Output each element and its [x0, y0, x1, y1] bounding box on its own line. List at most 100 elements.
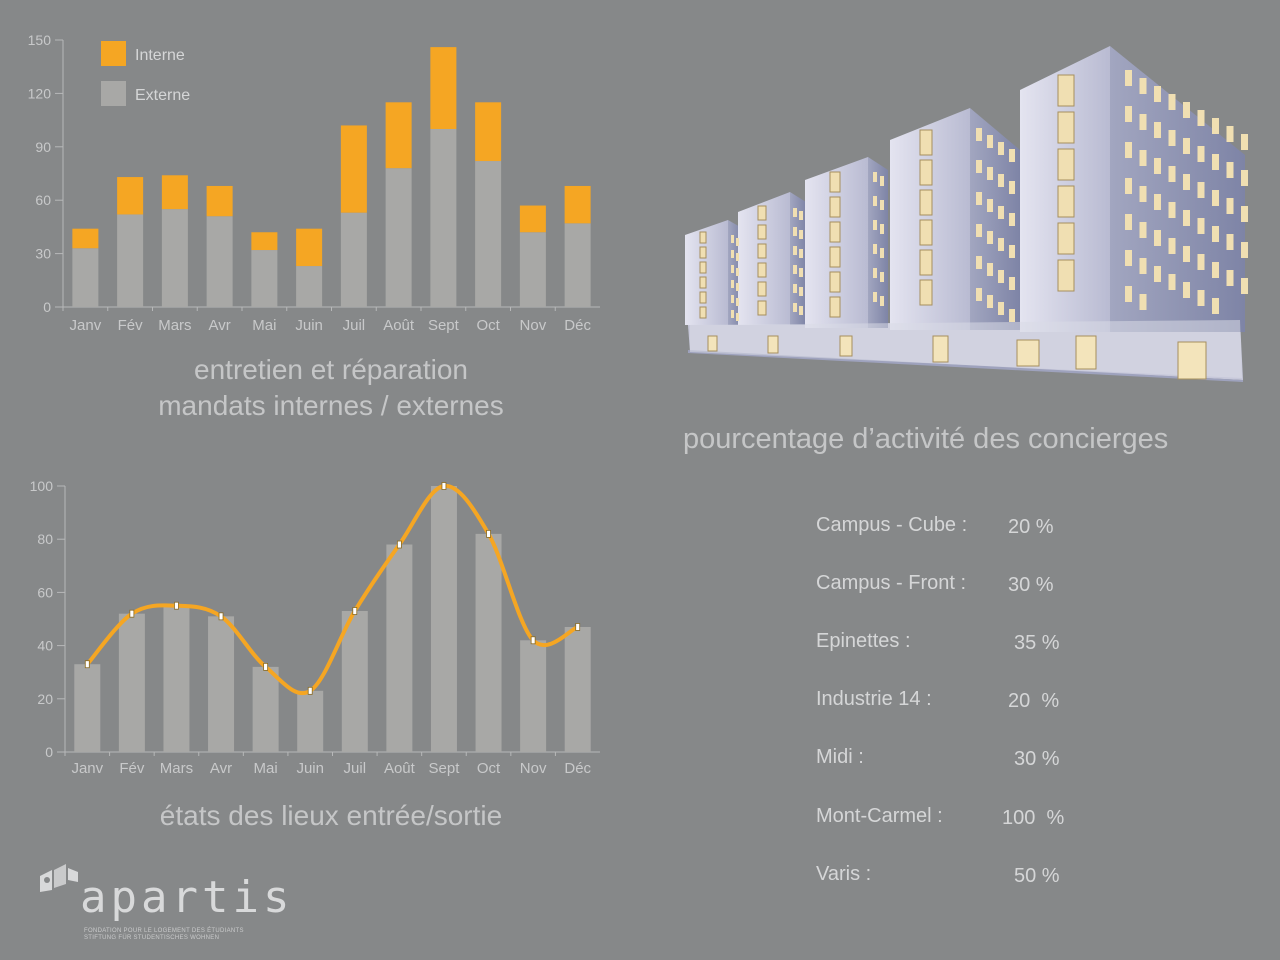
- concierge-value: 35 %: [1014, 632, 1060, 654]
- concierge-label: Midi :: [816, 746, 864, 768]
- y-tick-label: 120: [28, 85, 52, 101]
- chart1-title: entretien et réparation mandats internes…: [60, 352, 602, 424]
- y-tick-label: 60: [35, 192, 51, 208]
- bar-externe: [206, 216, 233, 307]
- y-tick-label: 30: [35, 246, 51, 262]
- x-tick-label: Sept: [429, 760, 461, 777]
- concierge-value: 50 %: [1014, 865, 1060, 887]
- legend-label-interne: Interne: [135, 47, 185, 64]
- logo-wordmark: apartis: [80, 872, 294, 923]
- concierge-label: Industrie 14 :: [816, 688, 932, 710]
- x-tick-label: Avr: [209, 317, 231, 334]
- bar-externe: [475, 161, 502, 307]
- bar-externe: [519, 232, 546, 307]
- bar-interne: [475, 102, 502, 162]
- x-tick-label: Juil: [344, 760, 367, 777]
- logo-mark-icon: [40, 864, 78, 892]
- y-tick-label: 40: [37, 638, 53, 654]
- bar-interne: [161, 175, 188, 210]
- chart1-legend: Interne Externe: [101, 41, 190, 106]
- y-tick-label: 0: [45, 744, 53, 760]
- bar-externe: [161, 209, 188, 307]
- bar-interne: [251, 232, 278, 251]
- logo-tagline: FONDATION POUR LE LOGEMENT DES ÉTUDIANTS…: [84, 928, 244, 942]
- bar: [74, 664, 101, 752]
- x-tick-label: Fév: [118, 317, 144, 334]
- bar-interne: [206, 185, 233, 217]
- series-line: [85, 483, 579, 695]
- bar-interne: [296, 228, 323, 267]
- x-tick-label: Oct: [477, 760, 501, 777]
- x-tick-label: Août: [383, 317, 415, 334]
- bar-interne: [564, 185, 591, 224]
- y-tick-label: 20: [37, 691, 53, 707]
- line-point: [129, 609, 135, 618]
- x-tick-label: Janv: [71, 760, 103, 777]
- y-tick-label: 100: [30, 478, 54, 494]
- bar: [341, 611, 368, 752]
- line-point: [486, 529, 491, 538]
- bar-externe: [72, 248, 99, 307]
- x-tick-label: Mai: [252, 317, 276, 334]
- x-tick-label: Déc: [564, 760, 591, 777]
- line-point: [441, 482, 447, 490]
- bar: [564, 626, 591, 752]
- bar-interne: [430, 47, 457, 130]
- x-tick-label: Sept: [428, 317, 460, 334]
- bar: [163, 605, 190, 752]
- concierge-value: 30 %: [1014, 748, 1060, 770]
- concierge-label: Mont-Carmel :: [816, 805, 943, 827]
- x-tick-label: Nov: [520, 760, 547, 777]
- bar-externe: [251, 250, 278, 307]
- bar-externe: [296, 266, 323, 307]
- bar: [475, 533, 502, 752]
- bar: [386, 544, 413, 752]
- x-tick-label: Oct: [476, 317, 500, 334]
- building-illustration: [685, 46, 1248, 382]
- legend-label-externe: Externe: [135, 87, 190, 104]
- line-point: [530, 636, 536, 645]
- line-point: [218, 612, 224, 621]
- x-tick-label: Juin: [295, 317, 323, 334]
- logo-tagline-de: STIFTUNG FÜR STUDENTISCHES WOHNEN: [84, 935, 220, 941]
- concierge-label: Campus - Cube :: [816, 514, 968, 536]
- y-tick-label: 80: [37, 531, 53, 547]
- concierge-label: Varis :: [816, 863, 872, 885]
- x-tick-label: Mai: [254, 760, 278, 777]
- line-point: [174, 601, 179, 610]
- y-tick-label: 90: [35, 139, 51, 155]
- bar-externe: [564, 223, 591, 307]
- bar-interne: [385, 102, 412, 169]
- concierge-value: 30 %: [1008, 574, 1054, 596]
- stacked-bar-chart: 0 30 60 90 120 150 Janv Fév Mars Avr Mai Juin Juil Ao…: [28, 32, 600, 334]
- concierge-value: 100 %: [1002, 807, 1065, 829]
- chart1-title-line1: entretien et réparation: [194, 354, 468, 385]
- bar: [252, 666, 279, 752]
- bar-line-chart: 0 20 40 60 80 100 Janv Fév Mars Avr Mai Juin Juil Aoû…: [30, 478, 600, 777]
- x-tick-label: Fév: [119, 760, 145, 777]
- concierges-title: pourcentage d’activité des concierges: [683, 423, 1169, 455]
- concierge-label: Campus - Front :: [816, 572, 967, 594]
- line-point: [575, 623, 581, 631]
- x-tick-label: Déc: [564, 317, 591, 334]
- bar-interne: [72, 228, 99, 249]
- x-tick-label: Juil: [343, 317, 366, 334]
- bar-interne: [340, 125, 367, 213]
- concierge-value: 20 %: [1008, 516, 1054, 538]
- line-point: [396, 540, 402, 549]
- bar: [430, 486, 457, 752]
- line-point: [307, 686, 313, 695]
- bar: [297, 690, 324, 752]
- concierge-label: Epinettes :: [816, 630, 911, 652]
- x-tick-label: Juin: [296, 760, 324, 777]
- chart2-title: états des lieux entrée/sortie: [159, 800, 503, 831]
- logo-tagline-fr: FONDATION POUR LE LOGEMENT DES ÉTUDIANTS: [84, 928, 244, 934]
- bar: [208, 616, 235, 752]
- bar: [118, 613, 145, 752]
- x-tick-label: Août: [384, 760, 416, 777]
- line-point: [263, 662, 269, 671]
- y-tick-label: 60: [37, 584, 53, 600]
- y-tick-label: 0: [43, 299, 51, 315]
- bar: [520, 640, 547, 752]
- bar-externe: [117, 214, 144, 307]
